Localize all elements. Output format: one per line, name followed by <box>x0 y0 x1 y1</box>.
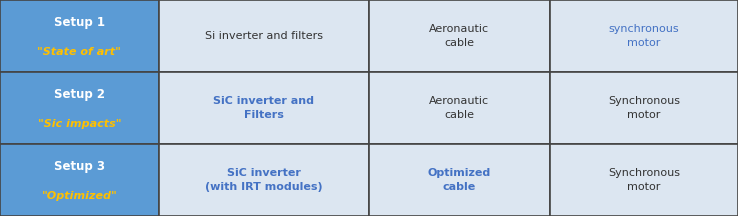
Bar <box>550 72 738 144</box>
Bar <box>369 72 550 144</box>
Text: Setup 2: Setup 2 <box>54 88 105 101</box>
Text: Optimized
cable: Optimized cable <box>428 168 491 192</box>
Text: Setup 3: Setup 3 <box>54 160 105 173</box>
Text: Synchronous
motor: Synchronous motor <box>608 96 680 120</box>
Text: Synchronous
motor: Synchronous motor <box>608 168 680 192</box>
Text: "State of art": "State of art" <box>38 47 121 57</box>
Text: "Optimized": "Optimized" <box>41 191 117 200</box>
Bar <box>159 0 369 72</box>
Text: Aeronautic
cable: Aeronautic cable <box>430 96 489 120</box>
Text: SiC inverter
(with IRT modules): SiC inverter (with IRT modules) <box>205 168 323 192</box>
Bar <box>0 72 159 144</box>
Text: Aeronautic
cable: Aeronautic cable <box>430 24 489 48</box>
Bar <box>550 0 738 72</box>
Text: SiC inverter and
Filters: SiC inverter and Filters <box>213 96 314 120</box>
Text: synchronous
motor: synchronous motor <box>609 24 679 48</box>
Bar <box>369 0 550 72</box>
Bar <box>0 0 159 72</box>
Bar <box>0 144 159 216</box>
Bar <box>550 144 738 216</box>
Bar <box>159 144 369 216</box>
Bar <box>159 72 369 144</box>
Text: Setup 1: Setup 1 <box>54 16 105 29</box>
Text: Si inverter and filters: Si inverter and filters <box>205 31 323 41</box>
Bar <box>369 144 550 216</box>
Text: "Sic impacts": "Sic impacts" <box>38 119 121 129</box>
